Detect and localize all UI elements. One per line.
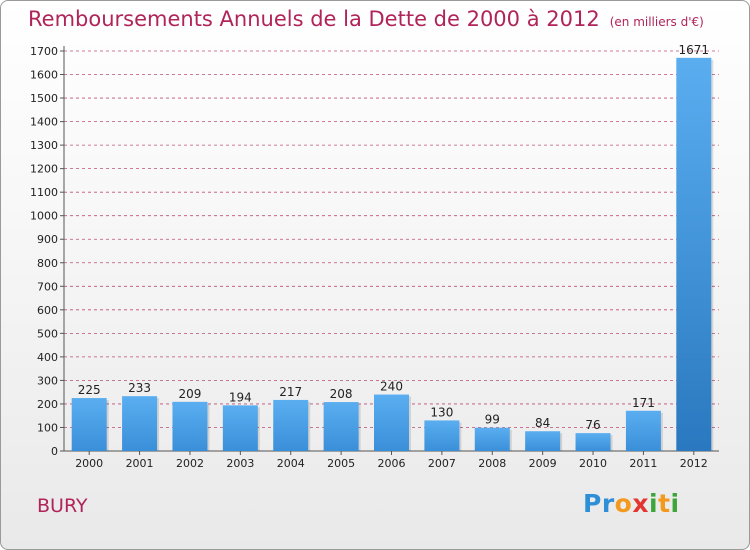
y-tick-label: 400 <box>37 351 58 364</box>
bar <box>374 394 409 451</box>
data-label: 208 <box>330 387 353 401</box>
data-label: 233 <box>128 381 151 395</box>
logo-letter: t <box>658 489 671 518</box>
y-tick-label: 1500 <box>30 92 58 105</box>
data-label: 194 <box>229 390 252 404</box>
x-tick-label: 2011 <box>629 457 657 470</box>
logo-letter: i <box>670 489 680 518</box>
y-tick-label: 1000 <box>30 210 58 223</box>
bar <box>172 401 208 451</box>
bar <box>625 410 661 451</box>
y-tick-label: 200 <box>37 398 58 411</box>
bar <box>676 57 712 452</box>
bar <box>122 396 158 451</box>
logo-letter: o <box>614 489 633 518</box>
bar <box>575 433 611 451</box>
y-tick-label: 1600 <box>30 69 58 82</box>
chart-title-text: Remboursements Annuels de la Dette de 20… <box>28 7 600 31</box>
data-label: 209 <box>179 387 202 401</box>
data-label: 217 <box>279 385 302 399</box>
x-tick-label: 2005 <box>327 457 355 470</box>
logo-letter: r <box>601 489 615 518</box>
data-label: 240 <box>380 380 403 394</box>
data-label: 76 <box>585 418 600 432</box>
y-tick-label: 1200 <box>30 163 58 176</box>
data-label: 171 <box>632 396 655 410</box>
data-label: 130 <box>430 405 453 419</box>
data-label: 84 <box>535 416 550 430</box>
x-tick-label: 2004 <box>277 457 305 470</box>
y-tick-label: 300 <box>37 374 58 387</box>
bar <box>222 405 258 451</box>
x-tick-label: 2001 <box>126 457 154 470</box>
y-tick-label: 700 <box>37 280 58 293</box>
y-tick-label: 1400 <box>30 116 58 129</box>
x-tick-label: 2006 <box>378 457 406 470</box>
data-label: 1671 <box>679 43 710 57</box>
x-tick-label: 2009 <box>529 457 557 470</box>
bar <box>71 398 107 451</box>
x-tick-label: 2012 <box>680 457 708 470</box>
x-tick-label: 2000 <box>75 457 103 470</box>
y-tick-label: 1300 <box>30 139 58 152</box>
bar <box>474 427 510 451</box>
chart-title: Remboursements Annuels de la Dette de 20… <box>28 7 704 31</box>
y-tick-label: 1700 <box>30 45 58 58</box>
data-label: 225 <box>78 383 101 397</box>
data-label: 99 <box>485 413 500 427</box>
x-tick-label: 2007 <box>428 457 456 470</box>
logo-letter: x <box>632 489 649 518</box>
x-tick-label: 2002 <box>176 457 204 470</box>
x-tick-label: 2008 <box>478 457 506 470</box>
y-tick-label: 100 <box>37 421 58 434</box>
bar <box>525 431 561 451</box>
x-tick-label: 2010 <box>579 457 607 470</box>
proxiti-logo: Proxiti <box>583 489 680 518</box>
logo-letter: P <box>583 489 602 518</box>
x-tick-label: 2003 <box>226 457 254 470</box>
city-name: BURY <box>37 495 88 517</box>
y-tick-label: 500 <box>37 327 58 340</box>
y-tick-label: 800 <box>37 257 58 270</box>
bar <box>424 420 460 451</box>
bar <box>273 399 309 451</box>
chart-unit-note: (en milliers d'€) <box>609 15 704 29</box>
y-tick-label: 600 <box>37 304 58 317</box>
y-tick-label: 1100 <box>30 186 58 199</box>
y-tick-label: 900 <box>37 233 58 246</box>
bar <box>323 402 359 451</box>
logo-letter: i <box>649 489 659 518</box>
y-tick-label: 0 <box>51 445 58 458</box>
